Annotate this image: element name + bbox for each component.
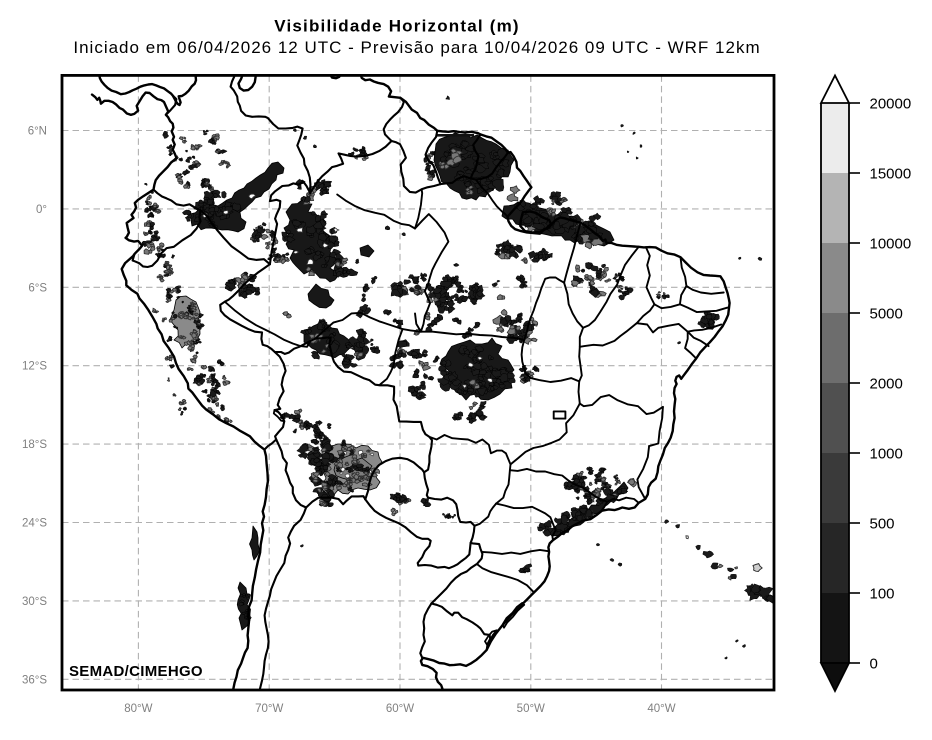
svg-text:500: 500 (870, 515, 895, 532)
svg-text:60°W: 60°W (386, 703, 414, 715)
svg-text:SEMAD/CIMEHGO: SEMAD/CIMEHGO (69, 663, 203, 680)
svg-text:30°S: 30°S (22, 596, 47, 608)
svg-text:Visibilidade Horizontal (m): Visibilidade Horizontal (m) (274, 17, 520, 36)
svg-text:6°S: 6°S (28, 282, 47, 294)
svg-text:100: 100 (870, 585, 895, 602)
svg-text:1000: 1000 (870, 445, 903, 462)
svg-text:10000: 10000 (870, 235, 912, 252)
svg-text:0°: 0° (36, 204, 47, 216)
svg-text:0: 0 (870, 655, 878, 672)
svg-text:40°W: 40°W (647, 703, 675, 715)
svg-text:15000: 15000 (870, 165, 912, 182)
svg-text:Iniciado em 06/04/2026 12 UTC: Iniciado em 06/04/2026 12 UTC - Previsão… (73, 38, 760, 57)
svg-text:20000: 20000 (870, 95, 912, 112)
svg-text:80°W: 80°W (124, 703, 152, 715)
svg-text:18°S: 18°S (22, 439, 47, 451)
svg-text:36°S: 36°S (22, 674, 47, 686)
svg-text:2000: 2000 (870, 375, 903, 392)
svg-text:70°W: 70°W (255, 703, 283, 715)
svg-text:50°W: 50°W (517, 703, 545, 715)
svg-text:6°N: 6°N (28, 126, 47, 138)
svg-text:12°S: 12°S (22, 361, 47, 373)
svg-text:5000: 5000 (870, 305, 903, 322)
svg-text:24°S: 24°S (22, 518, 47, 530)
